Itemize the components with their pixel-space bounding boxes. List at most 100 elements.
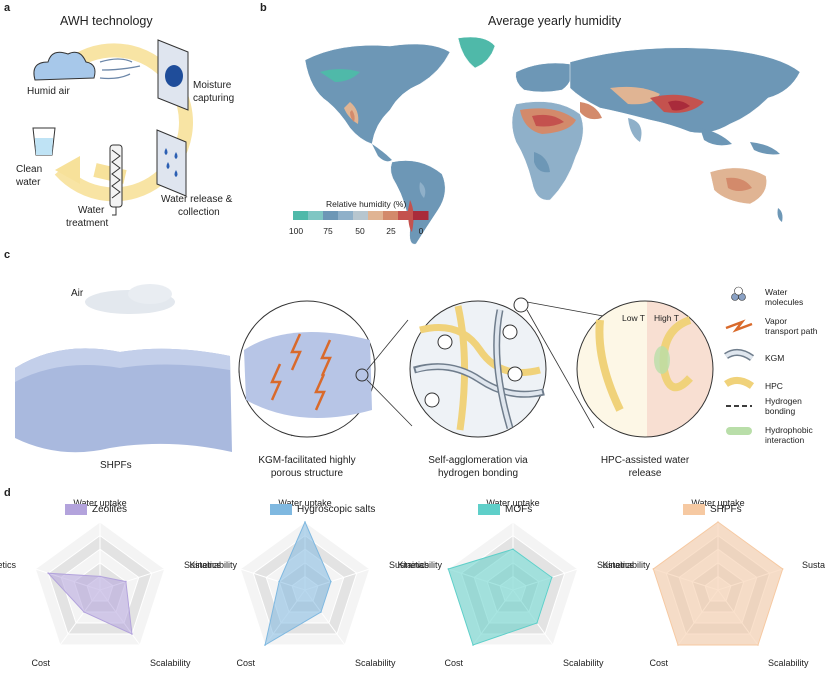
radar-point-cost — [264, 644, 266, 646]
radar-axis-label: Scalability — [355, 658, 396, 668]
legend-swatch — [478, 504, 500, 515]
legend-tick-50: 50 — [355, 226, 365, 236]
radar-axis-label: Cost — [31, 658, 50, 668]
panel-b-label: b — [260, 2, 267, 14]
radar-point-water-uptake — [304, 521, 306, 523]
radar-point-water-uptake — [717, 521, 719, 523]
radar-point-scalability — [320, 611, 322, 613]
water-release-circle — [576, 300, 714, 438]
shpf-film-icon — [15, 348, 232, 453]
radar-point-kinetics — [278, 580, 280, 583]
hpc-caption-2: release — [628, 468, 662, 479]
legend-hydrophobic-2: interaction — [765, 435, 805, 445]
self-caption-1: Self-agglomeration via — [428, 455, 528, 466]
radar-axis-label: Water uptake — [278, 498, 331, 508]
legend-swatch — [270, 504, 292, 515]
water-treatment-label-1: Water — [78, 205, 105, 216]
shpf-mechanism-diagram — [15, 284, 755, 453]
radar-title: SHPFs — [710, 504, 742, 515]
radar-chart-hygroscopic-salts: Water uptake Sustainability Scalability Cos… — [189, 498, 442, 668]
awh-title: AWH technology — [60, 14, 153, 28]
radar-axis-label: Scalability — [768, 658, 809, 668]
legend-kgm: KGM — [765, 353, 785, 363]
porous-structure-circle — [238, 300, 376, 438]
radar-data-area — [264, 520, 332, 647]
legend-hbond-2: bonding — [765, 406, 796, 416]
self-caption-2: hydrogen bonding — [437, 468, 519, 479]
radar-chart-shpfs: Water uptake Sustainability Scalability Cos… — [602, 498, 825, 668]
humidity-legend-title: Relative humidity (%) — [326, 199, 407, 209]
radar-axis-label: Water uptake — [691, 498, 744, 508]
radar-axis-label: Sustainability — [802, 560, 825, 570]
kgm-caption-1: KGM-facilitated highly — [258, 455, 356, 466]
radar-axis-label: Cost — [649, 658, 668, 668]
legend-hbond-1: Hydrogen — [765, 396, 802, 406]
air-label: Air — [71, 288, 84, 299]
release-panel-icon — [156, 129, 187, 197]
colorbar-segment — [338, 211, 354, 220]
water-treatment-label-2: treatment — [66, 218, 109, 229]
radar-axis-label: Sustainability — [389, 560, 443, 570]
legend-tick-100: 100 — [288, 226, 304, 236]
legend-swatch — [65, 504, 87, 515]
radar-point-water-uptake — [512, 548, 514, 550]
colorbar-segment — [413, 211, 429, 220]
colorbar-segment — [293, 211, 309, 220]
colorbar-segment — [323, 211, 339, 220]
radar-point-kinetics — [652, 568, 655, 570]
moisture-capturing-label-1: Moisture — [193, 80, 232, 91]
radar-point-scalability — [131, 633, 133, 635]
panel-a-label: a — [4, 2, 11, 14]
radar-point-scalability — [536, 622, 538, 624]
legend-hpc: HPC — [765, 381, 783, 391]
radar-title: MOFs — [505, 504, 533, 515]
legend-tick-0: 0 — [418, 226, 424, 236]
legend-tick-75: 75 — [323, 226, 333, 236]
cloud-icon — [33, 51, 96, 81]
radar-point-cost — [83, 611, 85, 613]
low-t-label: Low T — [622, 313, 645, 323]
radar-axis-label: Cost — [444, 658, 463, 668]
hpc-caption-1: HPC-assisted water — [600, 455, 690, 466]
hpc-chain-icon — [724, 377, 755, 389]
radar-data-area — [47, 572, 133, 635]
radar-point-sustainability — [125, 580, 127, 583]
shpfs-label: SHPFs — [100, 460, 132, 471]
radar-axis-label: Kinetics — [397, 560, 429, 570]
panel-c-label: c — [4, 249, 11, 261]
radar-data-area — [652, 521, 784, 646]
radar-point-cost — [677, 644, 679, 646]
radar-axis-label: Sustainability — [184, 560, 238, 570]
humid-air-label: Humid air — [27, 86, 70, 97]
colorbar-segment — [308, 211, 324, 220]
humidity-colorbar — [293, 211, 429, 220]
kgm-caption-2: porous structure — [270, 468, 344, 479]
moisture-capturing-label-2: capturing — [193, 93, 235, 104]
filter-icon — [109, 144, 123, 216]
humidity-map-title: Average yearly humidity — [488, 14, 622, 28]
water-molecule-icon — [731, 286, 746, 301]
hydrophobic-icon — [726, 427, 752, 435]
radar-axis-label: Kinetics — [602, 560, 634, 570]
radar-axis-label: Scalability — [150, 658, 191, 668]
radar-axis-label: Scalability — [563, 658, 604, 668]
radar-axis-label: Water uptake — [486, 498, 539, 508]
radar-point-sustainability — [781, 568, 784, 570]
radar-chart-zeolites: Water uptake Sustainability Scalability Cos… — [0, 498, 238, 668]
legend-water-2: molecules — [765, 297, 804, 307]
capture-panel-icon — [157, 39, 189, 111]
radar-axis-label: Kinetics — [189, 560, 221, 570]
water-release-label-1: Water release & — [161, 194, 233, 205]
colorbar-segment — [398, 211, 414, 220]
radar-point-sustainability — [551, 576, 553, 579]
kgm-chain-icon — [724, 349, 755, 361]
legend-tick-25: 25 — [386, 226, 396, 236]
colorbar-segment — [383, 211, 399, 220]
clean-water-label-2: water — [16, 177, 41, 188]
radar-title: Zeolites — [92, 504, 128, 515]
legend-vapor-2: transport path — [765, 326, 818, 336]
legend-hydrophobic-1: Hydrophobic — [765, 425, 813, 435]
legend-vapor-1: Vapor — [765, 316, 788, 326]
panel-d-label: d — [4, 487, 11, 499]
radar-axis-label: Water uptake — [73, 498, 126, 508]
